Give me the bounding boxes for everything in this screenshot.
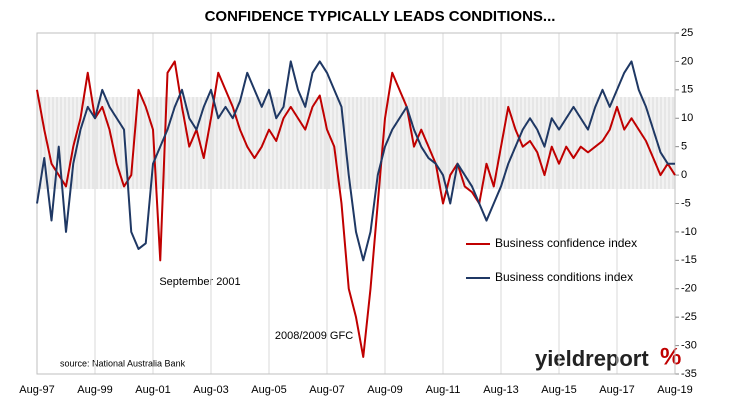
y-tick-label: -5 xyxy=(681,197,691,209)
legend-label: Business conditions index xyxy=(495,270,633,284)
y-tick-label: 5 xyxy=(681,141,687,153)
series-line xyxy=(36,60,675,262)
shaded-band xyxy=(37,97,675,189)
y-tick-label: -30 xyxy=(681,339,697,351)
x-tick-label: Aug-01 xyxy=(135,384,170,396)
annotation: 2008/2009 GFC xyxy=(275,330,353,342)
logo: yieldreport xyxy=(535,346,649,371)
logo-symbol: % xyxy=(660,343,681,370)
y-tick-label: 0 xyxy=(681,169,687,181)
y-tick-label: -25 xyxy=(681,311,697,323)
x-tick-label: Aug-13 xyxy=(483,384,518,396)
y-tick-label: -15 xyxy=(681,254,697,266)
y-tick-label: -20 xyxy=(681,283,697,295)
x-tick-label: Aug-09 xyxy=(367,384,402,396)
legend-label: Business confidence index xyxy=(495,236,637,250)
annotation: September 2001 xyxy=(159,276,240,288)
x-tick-label: Aug-03 xyxy=(193,384,228,396)
y-tick-label: 10 xyxy=(681,112,693,124)
x-tick-label: Aug-07 xyxy=(309,384,344,396)
y-tick-label: 20 xyxy=(681,55,693,67)
x-tick-label: Aug-05 xyxy=(251,384,286,396)
shaded-band-fill xyxy=(37,97,675,189)
source: source: National Australia Bank xyxy=(60,358,186,368)
y-tick-label: -35 xyxy=(681,368,697,380)
y-tick-label: 15 xyxy=(681,84,693,96)
x-tick-label: Aug-19 xyxy=(657,384,692,396)
x-tick-label: Aug-97 xyxy=(19,384,54,396)
x-tick-label: Aug-15 xyxy=(541,384,576,396)
chart-title: CONFIDENCE TYPICALLY LEADS CONDITIONS... xyxy=(205,8,556,25)
y-tick-label: 25 xyxy=(681,27,693,39)
plot-border xyxy=(36,32,676,375)
x-tick-label: Aug-99 xyxy=(77,384,112,396)
y-tick-label: -10 xyxy=(681,226,697,238)
x-tick-label: Aug-11 xyxy=(426,384,461,396)
series-line xyxy=(36,60,676,358)
x-tick-label: Aug-17 xyxy=(599,384,634,396)
